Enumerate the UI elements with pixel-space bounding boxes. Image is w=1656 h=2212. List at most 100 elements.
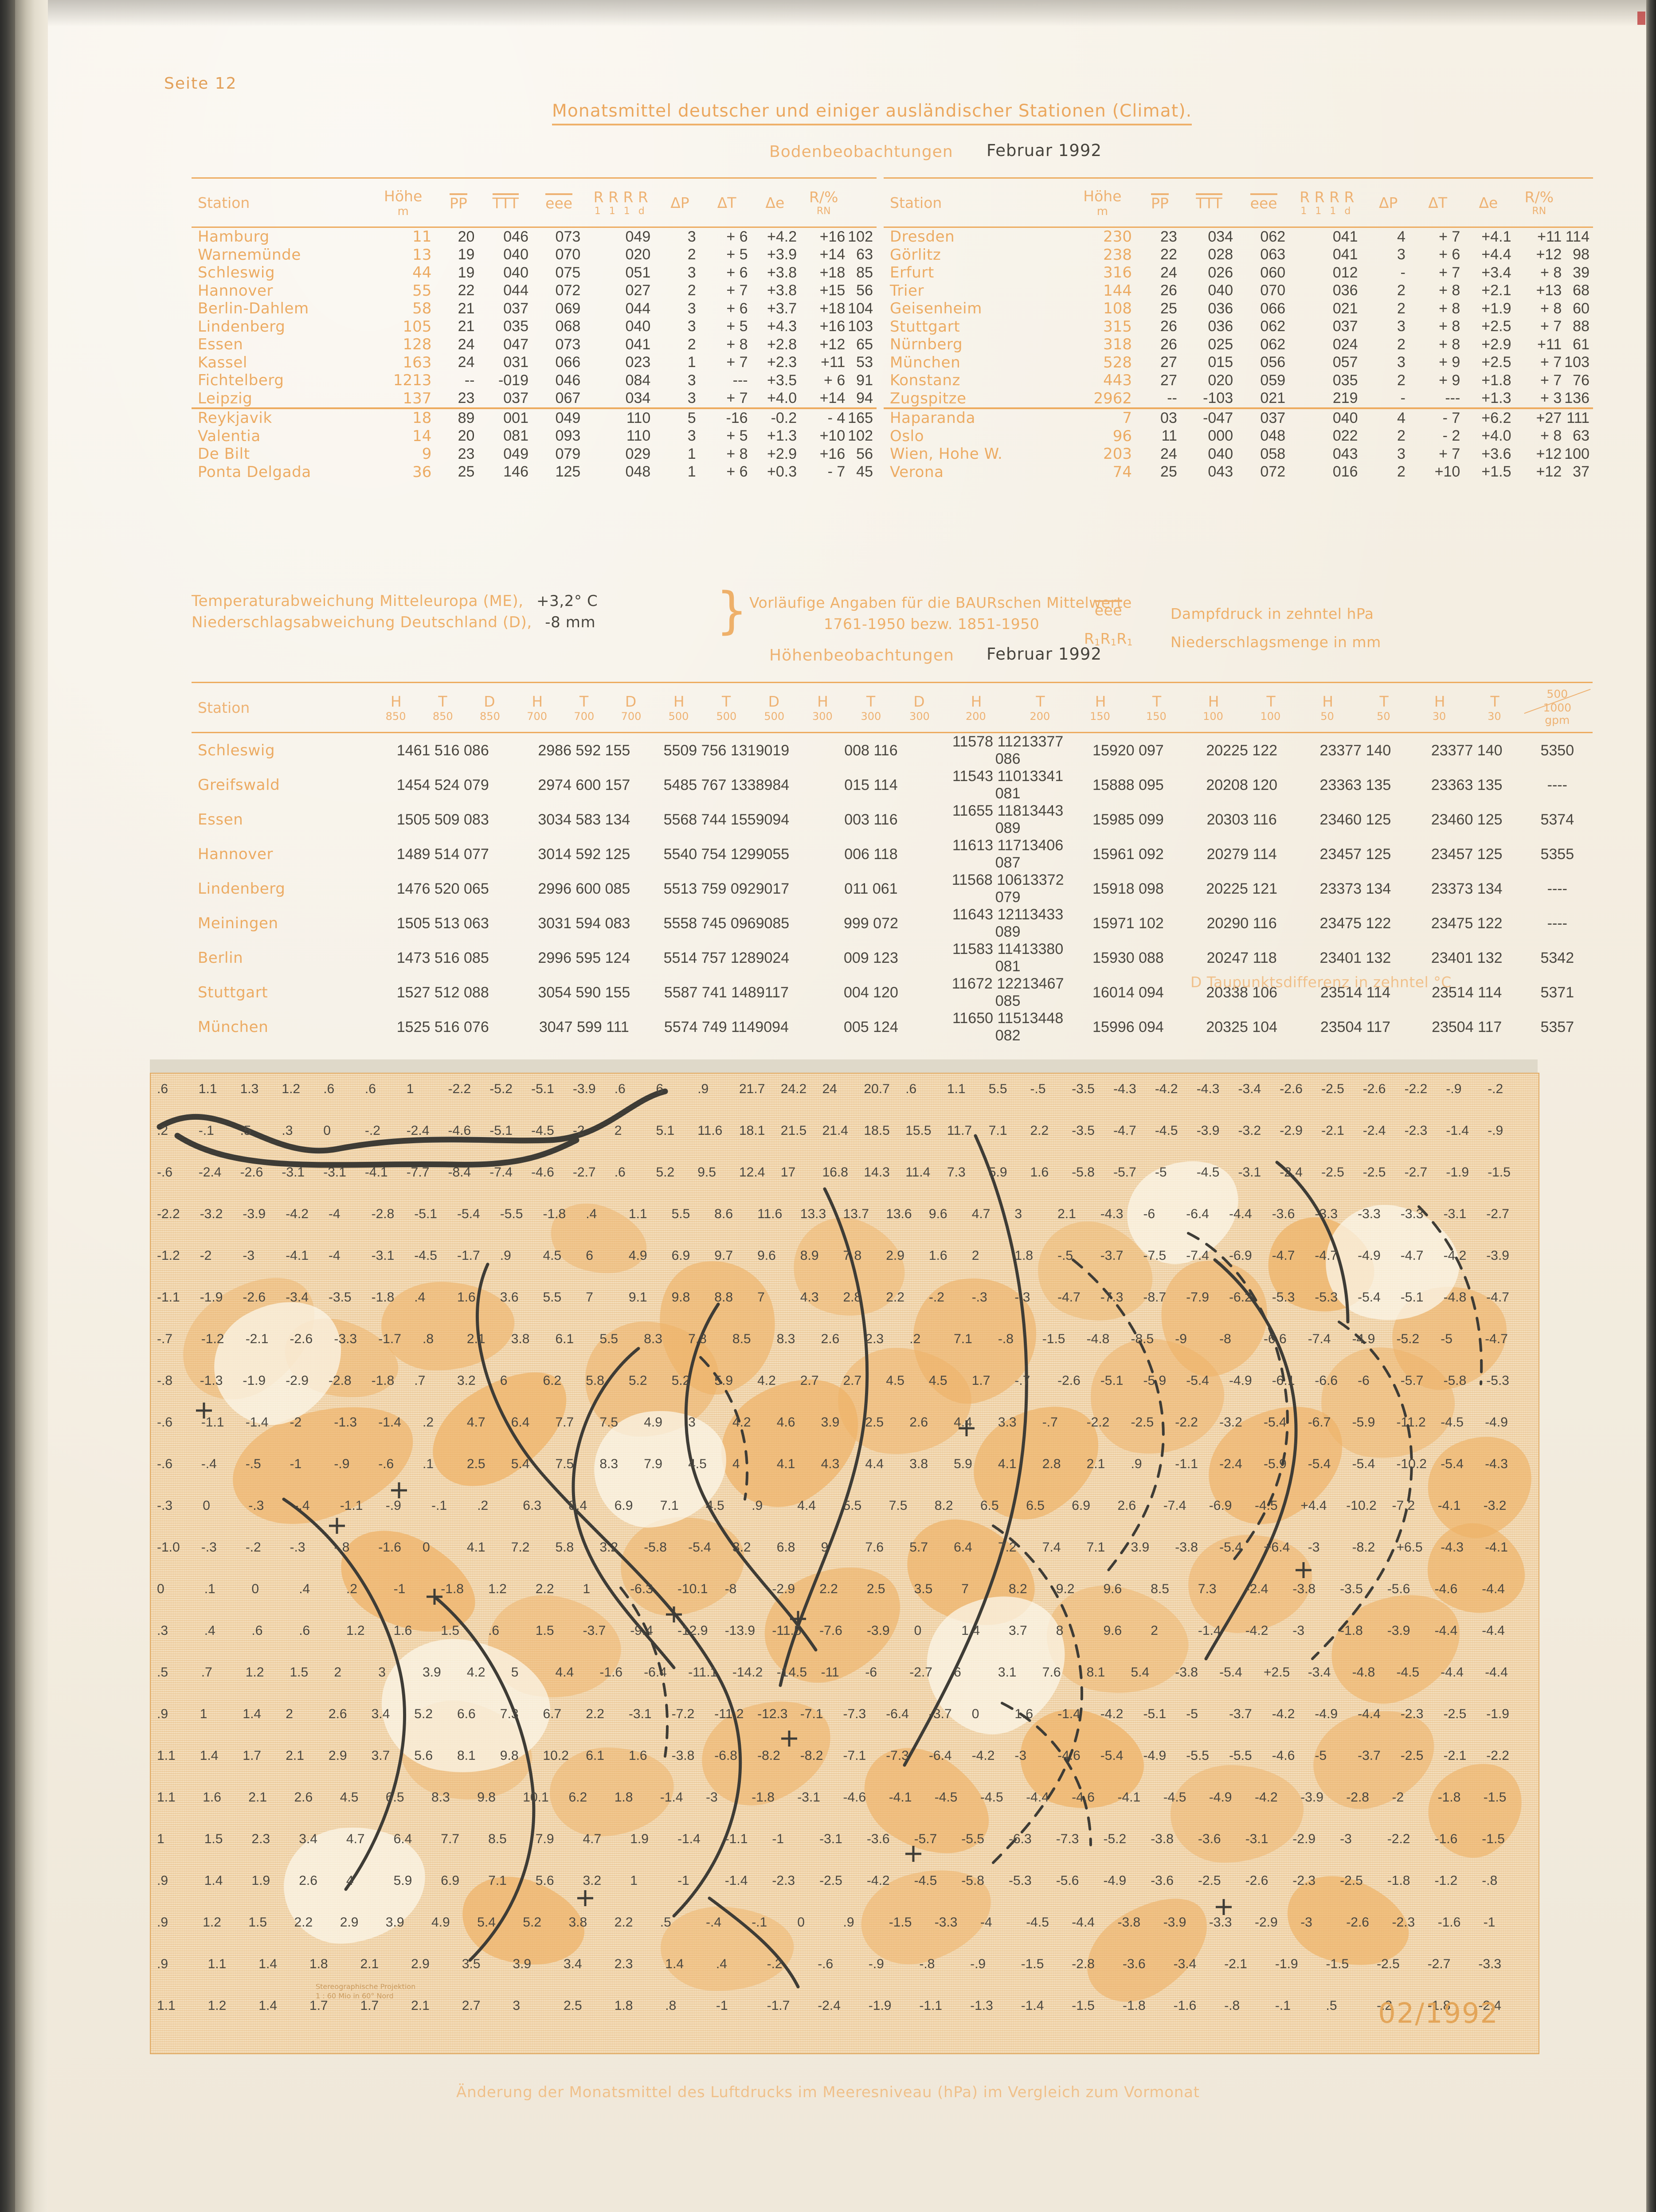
map-grid-value: -.7 bbox=[157, 1332, 173, 1346]
value-rd: 2 bbox=[1397, 300, 1405, 317]
map-grid-value: -1.4 bbox=[1446, 1123, 1469, 1138]
map-grid-value: -5 bbox=[1441, 1332, 1452, 1346]
map-grid-value: .9 bbox=[752, 1498, 763, 1513]
map-grid-value: 1.8 bbox=[614, 1790, 633, 1805]
map-grid-value: 3.2 bbox=[583, 1873, 602, 1888]
map-grid-value: 0 bbox=[323, 1123, 331, 1138]
station-elevation: 2962 bbox=[1093, 389, 1132, 407]
pressure-centre-cross bbox=[427, 1589, 442, 1605]
map-grid-value: 8.8 bbox=[714, 1290, 733, 1305]
value-r-rn: 65 bbox=[856, 336, 873, 353]
col-header-dp-2: ΔP bbox=[1378, 194, 1398, 211]
map-grid-value: 1.4 bbox=[961, 1623, 980, 1638]
map-grid-value: 1.2 bbox=[488, 1582, 507, 1596]
map-grid-value: -4.2 bbox=[1443, 1248, 1467, 1263]
map-grid-value: 2.1 bbox=[1057, 1207, 1076, 1221]
map-grid-value: -5.8 bbox=[1443, 1373, 1467, 1388]
map-grid-value: -4.8 bbox=[1443, 1290, 1467, 1305]
map-grid-value: -7.5 bbox=[1143, 1248, 1167, 1263]
map-grid-value: 7.7 bbox=[555, 1415, 574, 1430]
value-delta-e: +16 bbox=[819, 318, 846, 335]
col-header-rrrr-2: R R R R 1 1 1 d bbox=[1300, 188, 1355, 217]
table-row: Lindenberg 1476 520 065 2996 600 085 5513 7… bbox=[192, 872, 1593, 906]
map-grid-value: .6 bbox=[614, 1082, 626, 1096]
map-grid-value: 1.9 bbox=[251, 1873, 270, 1888]
map-grid-value: 6.7 bbox=[543, 1707, 562, 1721]
map-grid-value: -1 bbox=[393, 1582, 406, 1596]
map-grid-value: -5.7 bbox=[1113, 1165, 1136, 1180]
map-grid-value: -2.2 bbox=[1175, 1415, 1198, 1430]
value-30: 23514 114 bbox=[1432, 984, 1502, 1001]
map-grid-value: -2.7 bbox=[1404, 1165, 1428, 1180]
station-name: Erfurt bbox=[890, 264, 934, 282]
map-grid-value: -3.5 bbox=[1072, 1082, 1095, 1096]
value-delta-t: +3.8 bbox=[767, 264, 797, 281]
date-stamp: 02/1992 bbox=[1378, 1997, 1499, 2029]
page-label: Seite 12 bbox=[164, 74, 237, 93]
map-grid-value: -5.1 bbox=[1400, 1290, 1424, 1305]
value-r-rn: 53 bbox=[856, 354, 873, 371]
map-grid-value: -3.1 bbox=[797, 1790, 820, 1805]
value-delta-e: +12 bbox=[1536, 445, 1562, 462]
table-row: Hamburg 11 20 046 073 049 3 + 6 +4.2 +16 102 bbox=[192, 227, 877, 246]
map-grid-value: -1.9 bbox=[1486, 1707, 1509, 1721]
map-grid-value: 3.9 bbox=[821, 1415, 840, 1430]
map-grid-value: -3 bbox=[1308, 1540, 1320, 1555]
map-grid-value: -5.4 bbox=[1358, 1290, 1381, 1305]
map-grid-value: -4.7 bbox=[1315, 1248, 1338, 1263]
map-grid-value: -2.1 bbox=[1321, 1123, 1344, 1138]
map-grid-value: -1 bbox=[716, 1998, 728, 2013]
table-row: Erfurt 316 24 026 060 012 - + 7 +3.4 + 8 39 bbox=[884, 264, 1593, 282]
value-delta-t: +3.4 bbox=[1481, 264, 1511, 281]
value-delta-p: -16 bbox=[726, 409, 748, 426]
map-grid-value: .9 bbox=[157, 1707, 168, 1721]
map-grid-value: -3.6 bbox=[866, 1832, 890, 1846]
map-grid-value: 3 bbox=[513, 1998, 521, 2013]
map-grid-value: -3.3 bbox=[1400, 1207, 1424, 1221]
map-isolines bbox=[157, 1088, 1483, 1989]
station-name: Stuttgart bbox=[890, 317, 960, 336]
value-150: 15996 094 bbox=[1092, 1018, 1164, 1036]
value-ttt: 146 bbox=[503, 463, 529, 481]
map-grid-value: .7 bbox=[414, 1373, 426, 1388]
map-grid-value: -8.7 bbox=[1143, 1290, 1167, 1305]
map-grid-value: -4.2 bbox=[866, 1873, 890, 1888]
station-name: Kassel bbox=[198, 353, 247, 371]
value-850: 1527 512 088 bbox=[396, 984, 489, 1001]
station-name: De Bilt bbox=[198, 445, 250, 463]
map-grid-value: 3.4 bbox=[564, 1957, 582, 1971]
map-grid-value: -2.9 bbox=[1280, 1123, 1303, 1138]
map-grid-value: -5.3 bbox=[1009, 1873, 1032, 1888]
value-r-rn: 102 bbox=[848, 427, 873, 445]
value-eee: 062 bbox=[1260, 336, 1286, 353]
map-grid-value: 1.9 bbox=[630, 1832, 649, 1846]
value-r-rn: 68 bbox=[1573, 282, 1589, 299]
station-elevation: 74 bbox=[1112, 463, 1132, 481]
value-r: 044 bbox=[625, 300, 651, 317]
table-row: München 1525 516 076 3047 599 111 5574 749 … bbox=[192, 1010, 1593, 1044]
map-grid-value: -1.1 bbox=[724, 1832, 748, 1846]
map-grid-value: -3.9 bbox=[1163, 1915, 1186, 1930]
map-grid-value: -4.4 bbox=[1229, 1207, 1252, 1221]
map-grid-value: -1.5 bbox=[1488, 1165, 1511, 1180]
map-grid-value: -1.6 bbox=[1173, 1998, 1197, 2013]
value-r: 016 bbox=[1332, 463, 1358, 481]
map-grid-value: -4.7 bbox=[1400, 1248, 1424, 1263]
map-grid-value: 5.5 bbox=[843, 1498, 862, 1513]
map-grid-value: 1.6 bbox=[928, 1248, 947, 1263]
legend-r-text: Niederschlagsmenge in mm bbox=[1171, 633, 1381, 651]
map-grid-value: 21.5 bbox=[780, 1123, 807, 1138]
map-grid-value: 4.5 bbox=[688, 1457, 707, 1471]
map-grid-value: -3.6 bbox=[1198, 1832, 1221, 1846]
map-grid-value: -4.4 bbox=[1441, 1665, 1464, 1680]
value-delta-t: +3.8 bbox=[767, 282, 797, 299]
map-grid-value: 3.8 bbox=[511, 1332, 530, 1346]
value-pp: 89 bbox=[458, 409, 475, 426]
map-grid-value: 4.7 bbox=[583, 1832, 602, 1846]
precipitation-deviation-row: Niederschlagsabweichung Deutschland (D),… bbox=[192, 612, 598, 633]
map-projection-credit: Stereographische Projektion 1 : 60 Mio i… bbox=[316, 1982, 416, 2001]
map-grid-value: -4.4 bbox=[1026, 1790, 1049, 1805]
map-grid-value: 4.2 bbox=[757, 1373, 776, 1388]
map-grid-value: -5.5 bbox=[1186, 1748, 1209, 1763]
